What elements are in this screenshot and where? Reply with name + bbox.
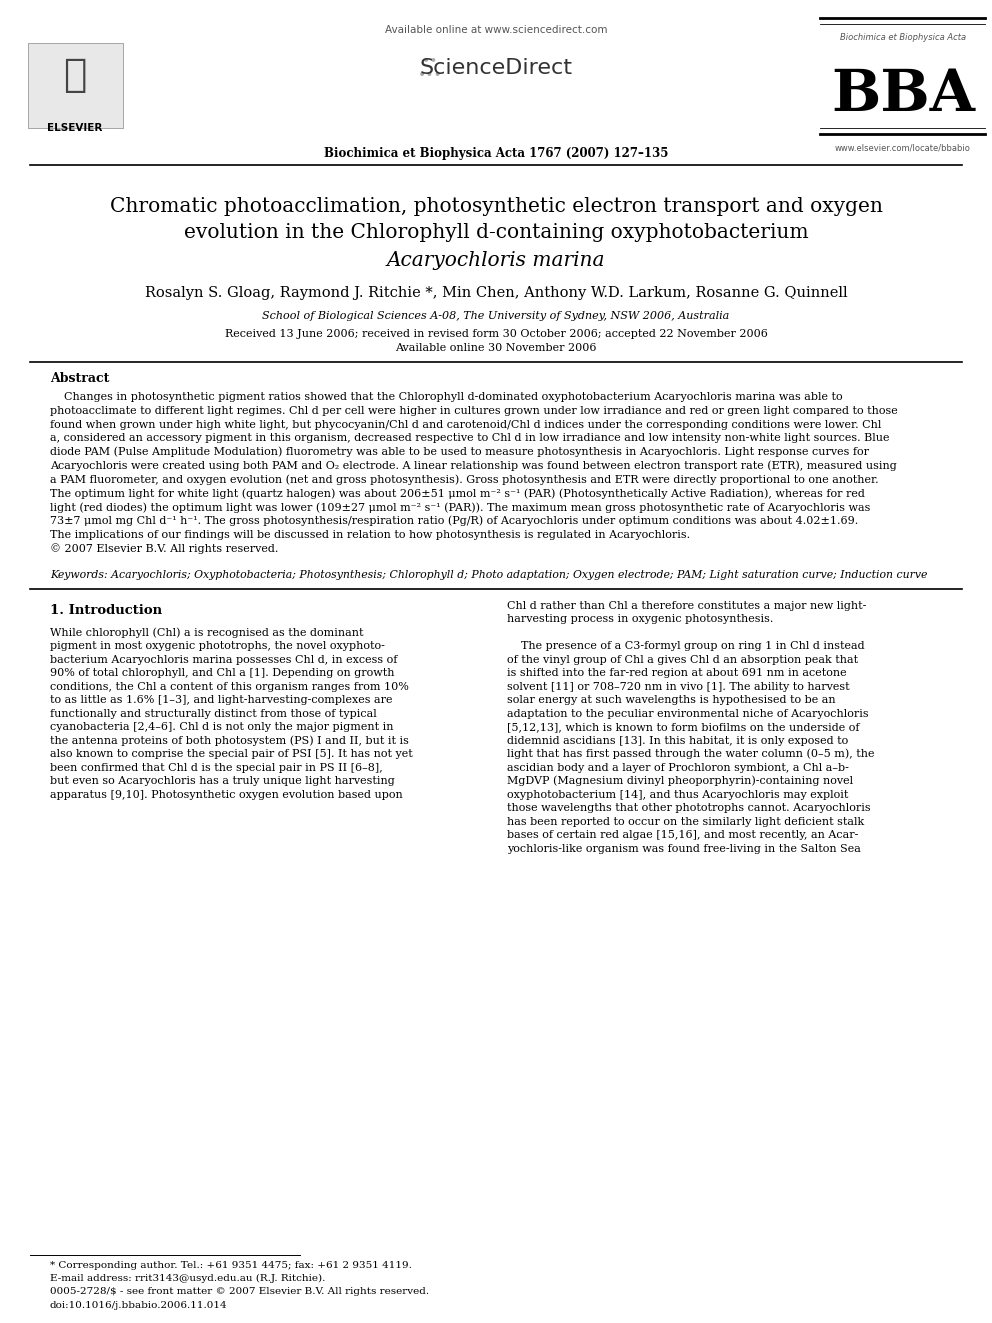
Text: to as little as 1.6% [1–3], and light-harvesting-complexes are: to as little as 1.6% [1–3], and light-ha… <box>50 695 393 705</box>
Text: didemnid ascidians [13]. In this habitat, it is only exposed to: didemnid ascidians [13]. In this habitat… <box>507 736 848 746</box>
Text: adaptation to the peculiar environmental niche of Acaryochloris: adaptation to the peculiar environmental… <box>507 709 869 718</box>
Text: School of Biological Sciences A-08, The University of Sydney, NSW 2006, Australi: School of Biological Sciences A-08, The … <box>262 311 730 321</box>
Text: ELSEVIER: ELSEVIER <box>48 123 103 134</box>
Text: The optimum light for white light (quartz halogen) was about 206±51 μmol m⁻² s⁻¹: The optimum light for white light (quart… <box>50 488 865 499</box>
Bar <box>28 44 123 128</box>
Text: light that has first passed through the water column (0–5 m), the: light that has first passed through the … <box>507 749 875 759</box>
Text: the antenna proteins of both photosystem (PS) I and II, but it is: the antenna proteins of both photosystem… <box>50 736 409 746</box>
Text: pigment in most oxygenic phototrophs, the novel oxyphoto-: pigment in most oxygenic phototrophs, th… <box>50 642 385 651</box>
Text: photoacclimate to different light regimes. Chl d per cell were higher in culture: photoacclimate to different light regime… <box>50 406 898 415</box>
Text: * Corresponding author. Tel.: +61 9351 4475; fax: +61 2 9351 4119.: * Corresponding author. Tel.: +61 9351 4… <box>50 1261 412 1270</box>
Text: conditions, the Chl a content of this organism ranges from 10%: conditions, the Chl a content of this or… <box>50 681 409 692</box>
Text: The implications of our findings will be discussed in relation to how photosynth: The implications of our findings will be… <box>50 531 690 540</box>
Text: Chromatic photoacclimation, photosynthetic electron transport and oxygen: Chromatic photoacclimation, photosynthet… <box>109 197 883 217</box>
Text: Acaryochloris were created using both PAM and O₂ electrode. A linear relationshi: Acaryochloris were created using both PA… <box>50 460 897 471</box>
Text: doi:10.1016/j.bbabio.2006.11.014: doi:10.1016/j.bbabio.2006.11.014 <box>50 1301 227 1310</box>
Text: The presence of a C3-formyl group on ring 1 in Chl d instead: The presence of a C3-formyl group on rin… <box>507 642 865 651</box>
Text: [5,12,13], which is known to form biofilms on the underside of: [5,12,13], which is known to form biofil… <box>507 722 859 732</box>
Text: a, considered an accessory pigment in this organism, decreased respective to Chl: a, considered an accessory pigment in th… <box>50 434 890 443</box>
Text: but even so Acaryochloris has a truly unique light harvesting: but even so Acaryochloris has a truly un… <box>50 777 395 786</box>
Text: www.elsevier.com/locate/bbabio: www.elsevier.com/locate/bbabio <box>835 143 971 152</box>
Text: bases of certain red algae [15,16], and most recently, an Acar-: bases of certain red algae [15,16], and … <box>507 830 858 840</box>
Text: Biochimica et Biophysica Acta: Biochimica et Biophysica Acta <box>840 33 966 42</box>
Text: Biochimica et Biophysica Acta 1767 (2007) 127–135: Biochimica et Biophysica Acta 1767 (2007… <box>323 147 669 160</box>
Text: bacterium Acaryochloris marina possesses Chl d, in excess of: bacterium Acaryochloris marina possesses… <box>50 655 398 664</box>
Text: © 2007 Elsevier B.V. All rights reserved.: © 2007 Elsevier B.V. All rights reserved… <box>50 544 279 554</box>
Text: solvent [11] or 708–720 nm in vivo [1]. The ability to harvest: solvent [11] or 708–720 nm in vivo [1]. … <box>507 681 849 692</box>
Text: Available online at www.sciencedirect.com: Available online at www.sciencedirect.co… <box>385 25 607 34</box>
Text: While chlorophyll (Chl) a is recognised as the dominant: While chlorophyll (Chl) a is recognised … <box>50 627 363 638</box>
Text: of the vinyl group of Chl a gives Chl d an absorption peak that: of the vinyl group of Chl a gives Chl d … <box>507 655 858 664</box>
Text: ascidian body and a layer of Prochloron symbiont, a Chl a–b-: ascidian body and a layer of Prochloron … <box>507 762 849 773</box>
Text: MgDVP (Magnesium divinyl pheoporphyrin)-containing novel: MgDVP (Magnesium divinyl pheoporphyrin)-… <box>507 775 853 786</box>
Text: oxyphotobacterium [14], and thus Acaryochloris may exploit: oxyphotobacterium [14], and thus Acaryoc… <box>507 790 848 799</box>
Text: Abstract: Abstract <box>50 372 109 385</box>
Text: Keywords: Acaryochloris; Oxyphotobacteria; Photosynthesis; Chlorophyll d; Photo : Keywords: Acaryochloris; Oxyphotobacteri… <box>50 570 928 579</box>
Text: 0005-2728/$ - see front matter © 2007 Elsevier B.V. All rights reserved.: 0005-2728/$ - see front matter © 2007 El… <box>50 1287 430 1297</box>
Text: 🌳: 🌳 <box>63 56 86 94</box>
Text: BBA: BBA <box>831 67 975 123</box>
Text: ScienceDirect: ScienceDirect <box>420 58 572 78</box>
Text: is shifted into the far-red region at about 691 nm in acetone: is shifted into the far-red region at ab… <box>507 668 846 679</box>
Text: E-mail address: rrit3143@usyd.edu.au (R.J. Ritchie).: E-mail address: rrit3143@usyd.edu.au (R.… <box>50 1274 325 1283</box>
Text: apparatus [9,10]. Photosynthetic oxygen evolution based upon: apparatus [9,10]. Photosynthetic oxygen … <box>50 790 403 799</box>
Text: light (red diodes) the optimum light was lower (109±27 μmol m⁻² s⁻¹ (PAR)). The : light (red diodes) the optimum light was… <box>50 503 870 513</box>
Text: cyanobacteria [2,4–6]. Chl d is not only the major pigment in: cyanobacteria [2,4–6]. Chl d is not only… <box>50 722 394 732</box>
Text: also known to comprise the special pair of PSI [5]. It has not yet: also known to comprise the special pair … <box>50 749 413 759</box>
Text: Changes in photosynthetic pigment ratios showed that the Chlorophyll d-dominated: Changes in photosynthetic pigment ratios… <box>50 392 842 402</box>
Text: diode PAM (Pulse Amplitude Modulation) fluorometry was able to be used to measur: diode PAM (Pulse Amplitude Modulation) f… <box>50 447 869 458</box>
Text: Available online 30 November 2006: Available online 30 November 2006 <box>395 343 597 353</box>
Text: 73±7 μmol mg Chl d⁻¹ h⁻¹. The gross photosynthesis/respiration ratio (Pg/R) of A: 73±7 μmol mg Chl d⁻¹ h⁻¹. The gross phot… <box>50 516 858 527</box>
Text: been confirmed that Chl d is the special pair in PS II [6–8],: been confirmed that Chl d is the special… <box>50 762 383 773</box>
Text: solar energy at such wavelengths is hypothesised to be an: solar energy at such wavelengths is hypo… <box>507 695 835 705</box>
Text: ••
•••: •• ••• <box>418 54 442 82</box>
Text: has been reported to occur on the similarly light deficient stalk: has been reported to occur on the simila… <box>507 816 864 827</box>
Text: Chl d rather than Chl a therefore constitutes a major new light-: Chl d rather than Chl a therefore consti… <box>507 601 866 611</box>
Text: harvesting process in oxygenic photosynthesis.: harvesting process in oxygenic photosynt… <box>507 614 774 624</box>
Text: evolution in the Chlorophyll d-containing oxyphotobacterium: evolution in the Chlorophyll d-containin… <box>184 222 808 242</box>
Text: a PAM fluorometer, and oxygen evolution (net and gross photosynthesis). Gross ph: a PAM fluorometer, and oxygen evolution … <box>50 475 879 486</box>
Text: Acaryochloris marina: Acaryochloris marina <box>387 250 605 270</box>
Text: 90% of total chlorophyll, and Chl a [1]. Depending on growth: 90% of total chlorophyll, and Chl a [1].… <box>50 668 395 679</box>
Text: those wavelengths that other phototrophs cannot. Acaryochloris: those wavelengths that other phototrophs… <box>507 803 871 814</box>
Text: functionally and structurally distinct from those of typical: functionally and structurally distinct f… <box>50 709 377 718</box>
Text: found when grown under high white light, but phycocyanin/Chl d and carotenoid/Ch: found when grown under high white light,… <box>50 419 881 430</box>
Text: 1. Introduction: 1. Introduction <box>50 605 162 617</box>
Text: Received 13 June 2006; received in revised form 30 October 2006; accepted 22 Nov: Received 13 June 2006; received in revis… <box>224 329 768 339</box>
Text: yochloris-like organism was found free-living in the Salton Sea: yochloris-like organism was found free-l… <box>507 844 861 853</box>
Text: Rosalyn S. Gloag, Raymond J. Ritchie *, Min Chen, Anthony W.D. Larkum, Rosanne G: Rosalyn S. Gloag, Raymond J. Ritchie *, … <box>145 286 847 300</box>
